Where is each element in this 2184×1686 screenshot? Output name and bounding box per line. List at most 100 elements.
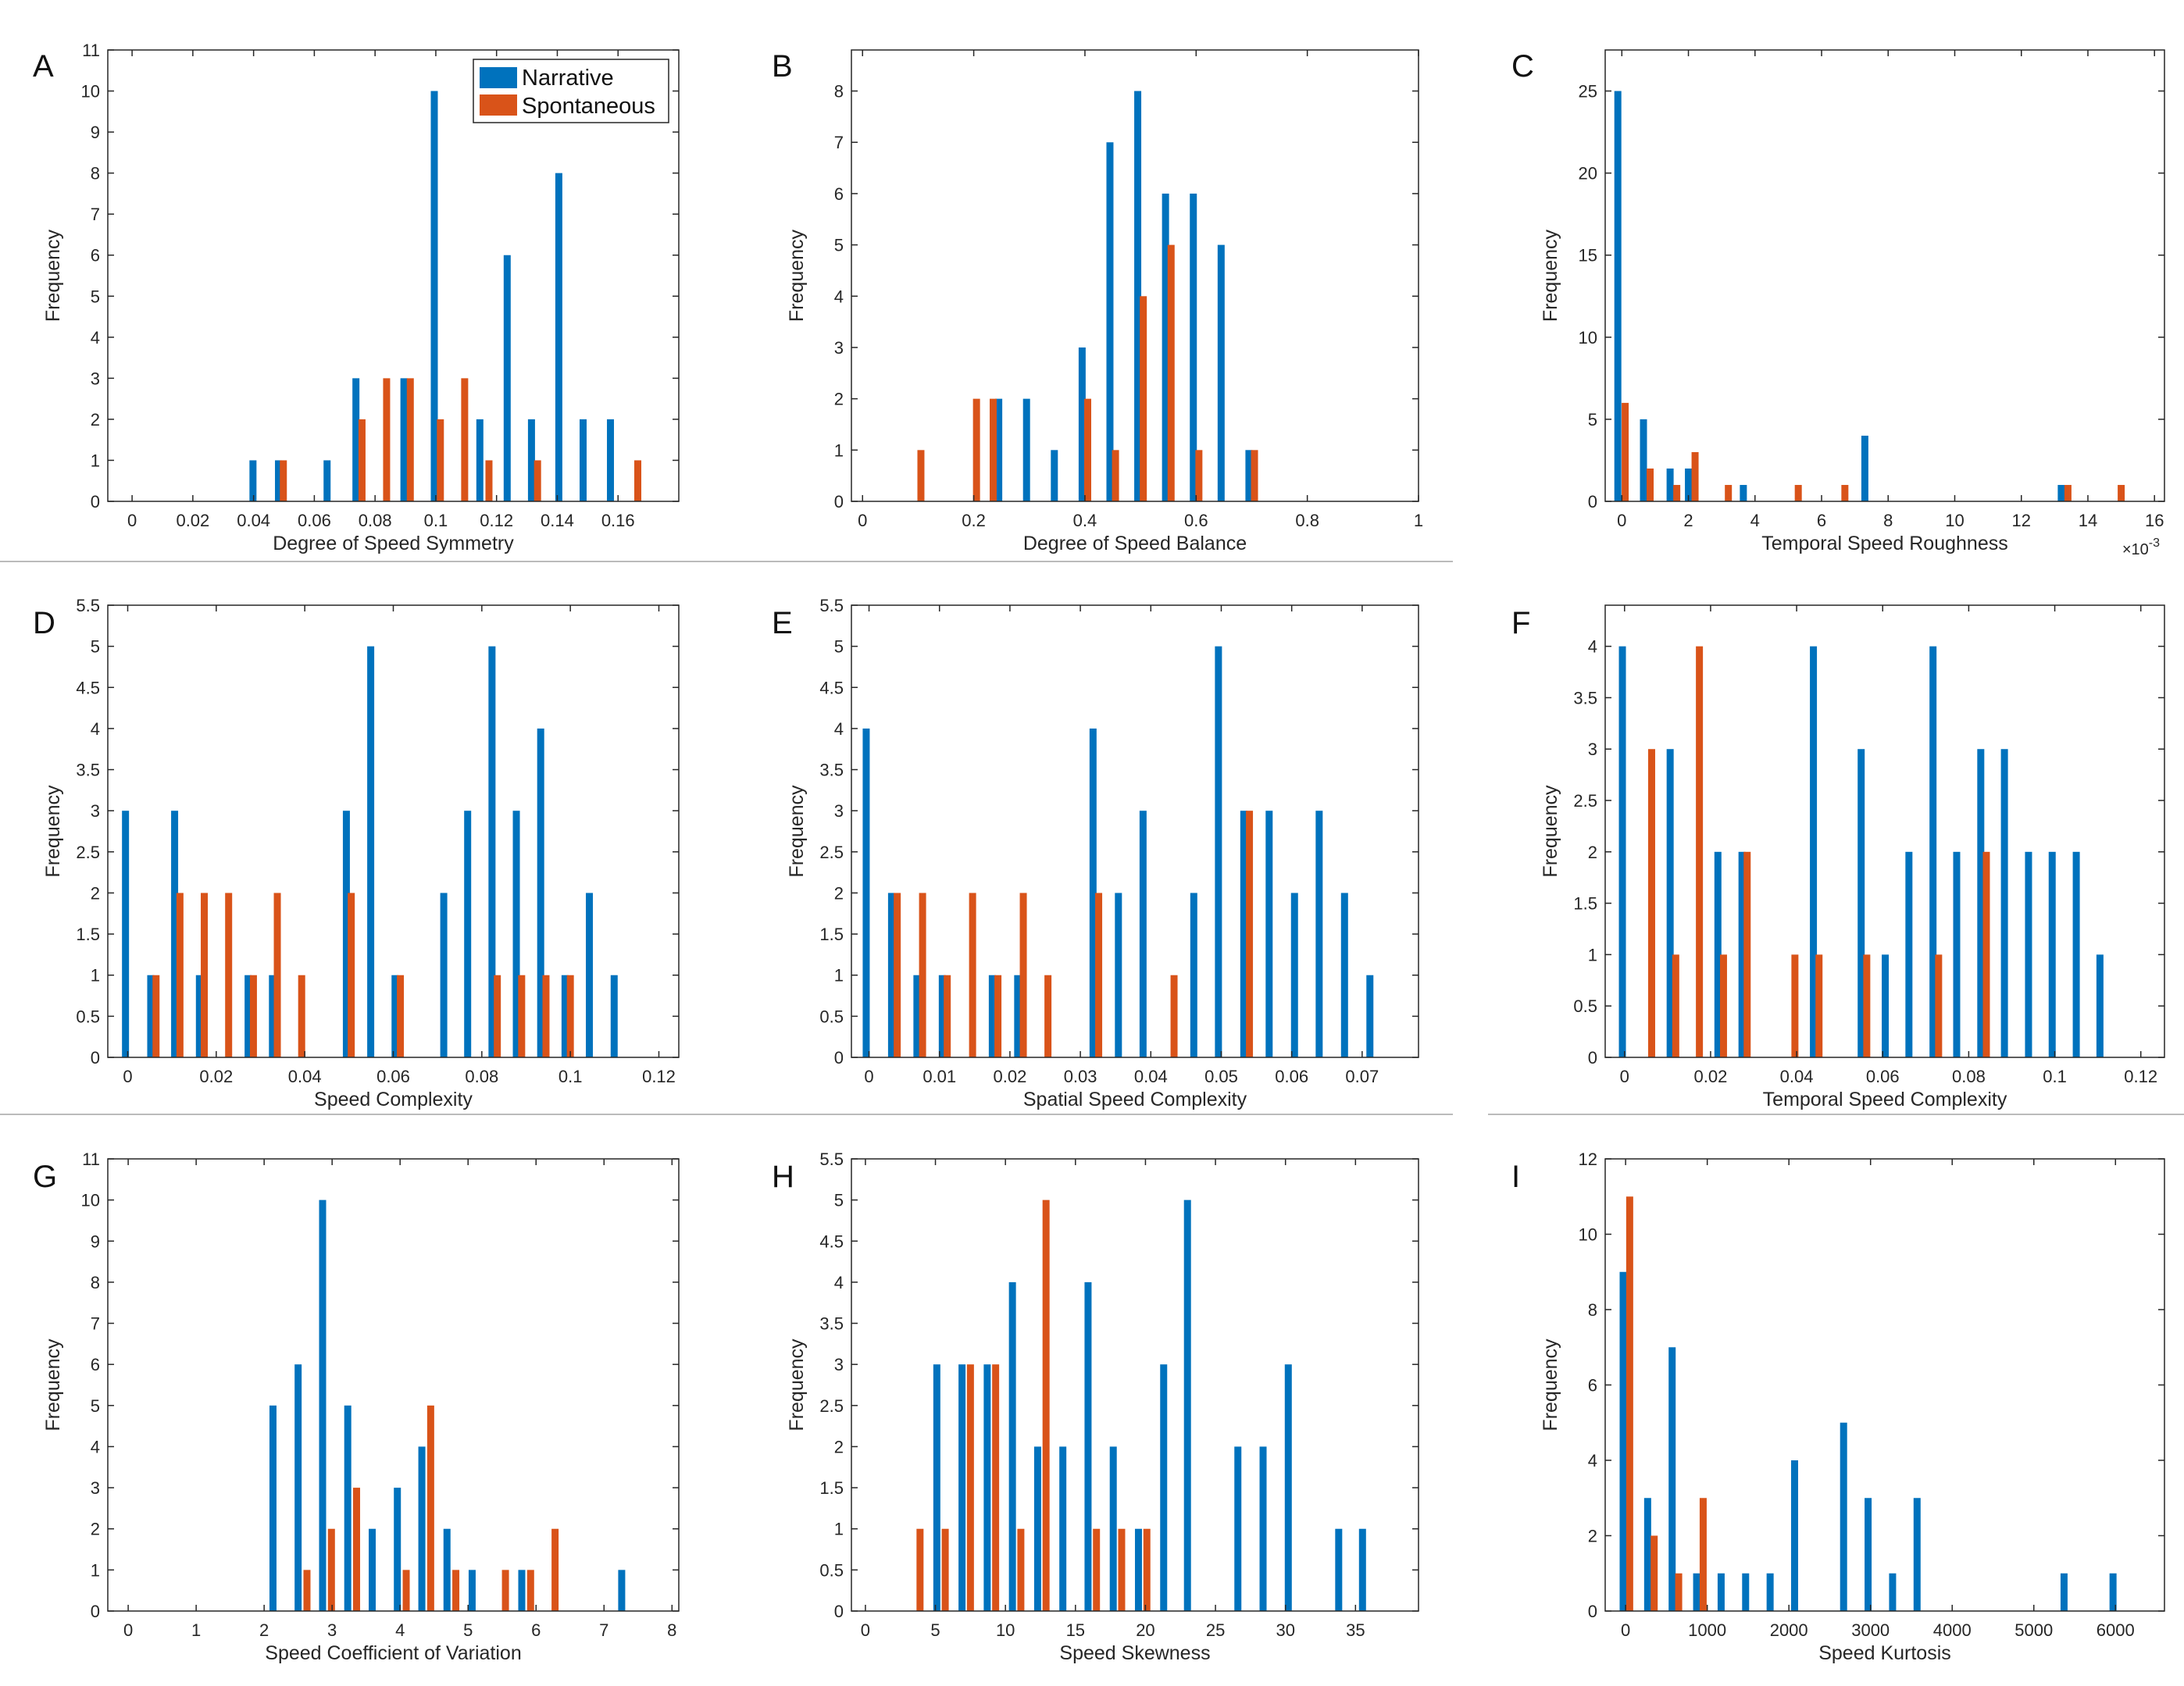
x-tick-label: 0.07 [1345,1067,1379,1086]
y-tick-label: 1 [834,440,844,460]
bar-narrative [294,1364,302,1611]
y-axis-label: Frequency [786,229,808,322]
y-tick-label: 4 [91,719,100,739]
x-tick-label: 0 [858,511,867,530]
y-tick-label: 0.5 [819,1560,844,1580]
x-tick-label: 0 [864,1067,873,1086]
axes-box [851,49,1419,502]
panel-letter: D [33,606,55,640]
bar-spontaneous [452,1570,460,1611]
bar-narrative [122,811,130,1057]
bar-narrative [1162,193,1169,501]
y-tick-label: 0 [91,1602,100,1621]
y-tick-label: 4.5 [819,678,844,697]
bar-spontaneous [944,975,951,1057]
bar-spontaneous [917,450,925,501]
bar-spontaneous [1140,296,1147,501]
y-tick-label: 15 [1579,246,1597,266]
bar-spontaneous [1743,851,1751,1057]
x-tick-label: 0.03 [1064,1067,1097,1086]
x-tick-label: 5 [463,1620,473,1640]
bar-spontaneous [1841,484,1849,501]
y-tick-label: 3 [91,801,100,821]
bar-spontaneous [280,460,287,501]
bar-narrative [1134,91,1142,501]
x-tick-label: 5 [930,1620,940,1640]
bar-spontaneous [1195,450,1203,501]
bar-narrative [1640,419,1647,501]
y-tick-label: 10 [1579,328,1597,348]
x-tick-label: 5000 [2014,1620,2053,1640]
bar-spontaneous [1017,1528,1025,1611]
panel-d: 0 0.5 1 1.5 2 2.5 3 3.5 4 4.5 5 5.5 0 0.02 0.04 0.06 0.0… [33,596,680,1110]
y-tick-label: 2 [834,1437,844,1456]
y-tick-label: 6 [91,246,100,266]
bar-narrative [440,893,448,1057]
bar-spontaneous [327,1528,335,1611]
bar-narrative [352,378,360,501]
bar-narrative [2109,1573,2117,1611]
y-tick-label: 0 [1588,1048,1597,1068]
bar-spontaneous [1246,811,1254,1057]
x-tick-label: 0.6 [1184,511,1208,530]
exponent-base: ×10 [2122,541,2149,558]
y-tick-label: 4 [91,1437,100,1456]
bar-spontaneous [1093,1528,1101,1611]
bar-narrative [512,811,520,1057]
bar-narrative [418,1446,426,1611]
bar-narrative [1905,851,1913,1057]
bar-narrative [1742,1573,1750,1611]
y-tick-label: 4.5 [819,1232,844,1251]
x-tick-label: 0.04 [1780,1067,1814,1086]
x-tick-label: 12 [2011,511,2030,530]
bar-spontaneous [542,975,550,1057]
bar-narrative [995,398,1003,501]
panel-letter: C [1511,49,1534,84]
x-tick-label: 0.06 [1866,1067,1900,1086]
x-tick-label: 4 [1750,511,1760,530]
bar-spontaneous [1935,954,1943,1057]
bar-spontaneous [353,1488,361,1611]
bar-narrative [1008,1281,1016,1611]
axes-box [851,1158,1419,1612]
bar-spontaneous [916,1528,924,1611]
y-tick-label: 12 [1579,1150,1597,1169]
bar-narrative [610,975,618,1057]
bar-narrative [367,646,375,1057]
bar-narrative [147,975,155,1057]
axes-box [1604,604,2165,1058]
x-axis-label: Temporal Speed Roughness [1761,533,2007,554]
y-tick-label: 1.5 [76,925,100,944]
y-tick-label: 5 [834,1191,844,1210]
x-tick-label: 1 [191,1620,201,1640]
bar-narrative [1618,646,1626,1057]
bar-narrative [1183,1199,1191,1611]
y-tick-label: 4 [834,719,844,739]
bar-spontaneous [426,1405,434,1611]
bar-spontaneous [1672,954,1679,1057]
bar-narrative [1109,1446,1117,1611]
bar-spontaneous [303,1570,311,1611]
bar-narrative [527,419,535,501]
bar-spontaneous [1699,1498,1707,1611]
y-axis-label: Frequency [786,1338,808,1431]
x-tick-label: 0 [123,1067,132,1086]
bar-narrative [1217,244,1225,501]
bar-spontaneous [534,460,541,501]
bar-narrative [1840,1422,1847,1611]
y-tick-label: 2 [91,410,100,430]
x-tick-label: 6000 [2097,1620,2135,1640]
bar-narrative [1245,450,1253,501]
bar-narrative [1929,646,1937,1057]
bar-narrative [586,893,594,1057]
legend: Narrative Spontaneous [473,59,669,123]
bar-narrative [275,460,283,501]
exponent-power: -3 [2149,536,2160,550]
y-tick-label: 4 [834,1273,844,1292]
y-tick-label: 6 [1588,1376,1597,1395]
bar-narrative [488,646,496,1057]
bar-narrative [391,975,399,1057]
bar-narrative [476,419,484,501]
bar-narrative [1913,1498,1921,1611]
bar-spontaneous [2064,484,2072,501]
